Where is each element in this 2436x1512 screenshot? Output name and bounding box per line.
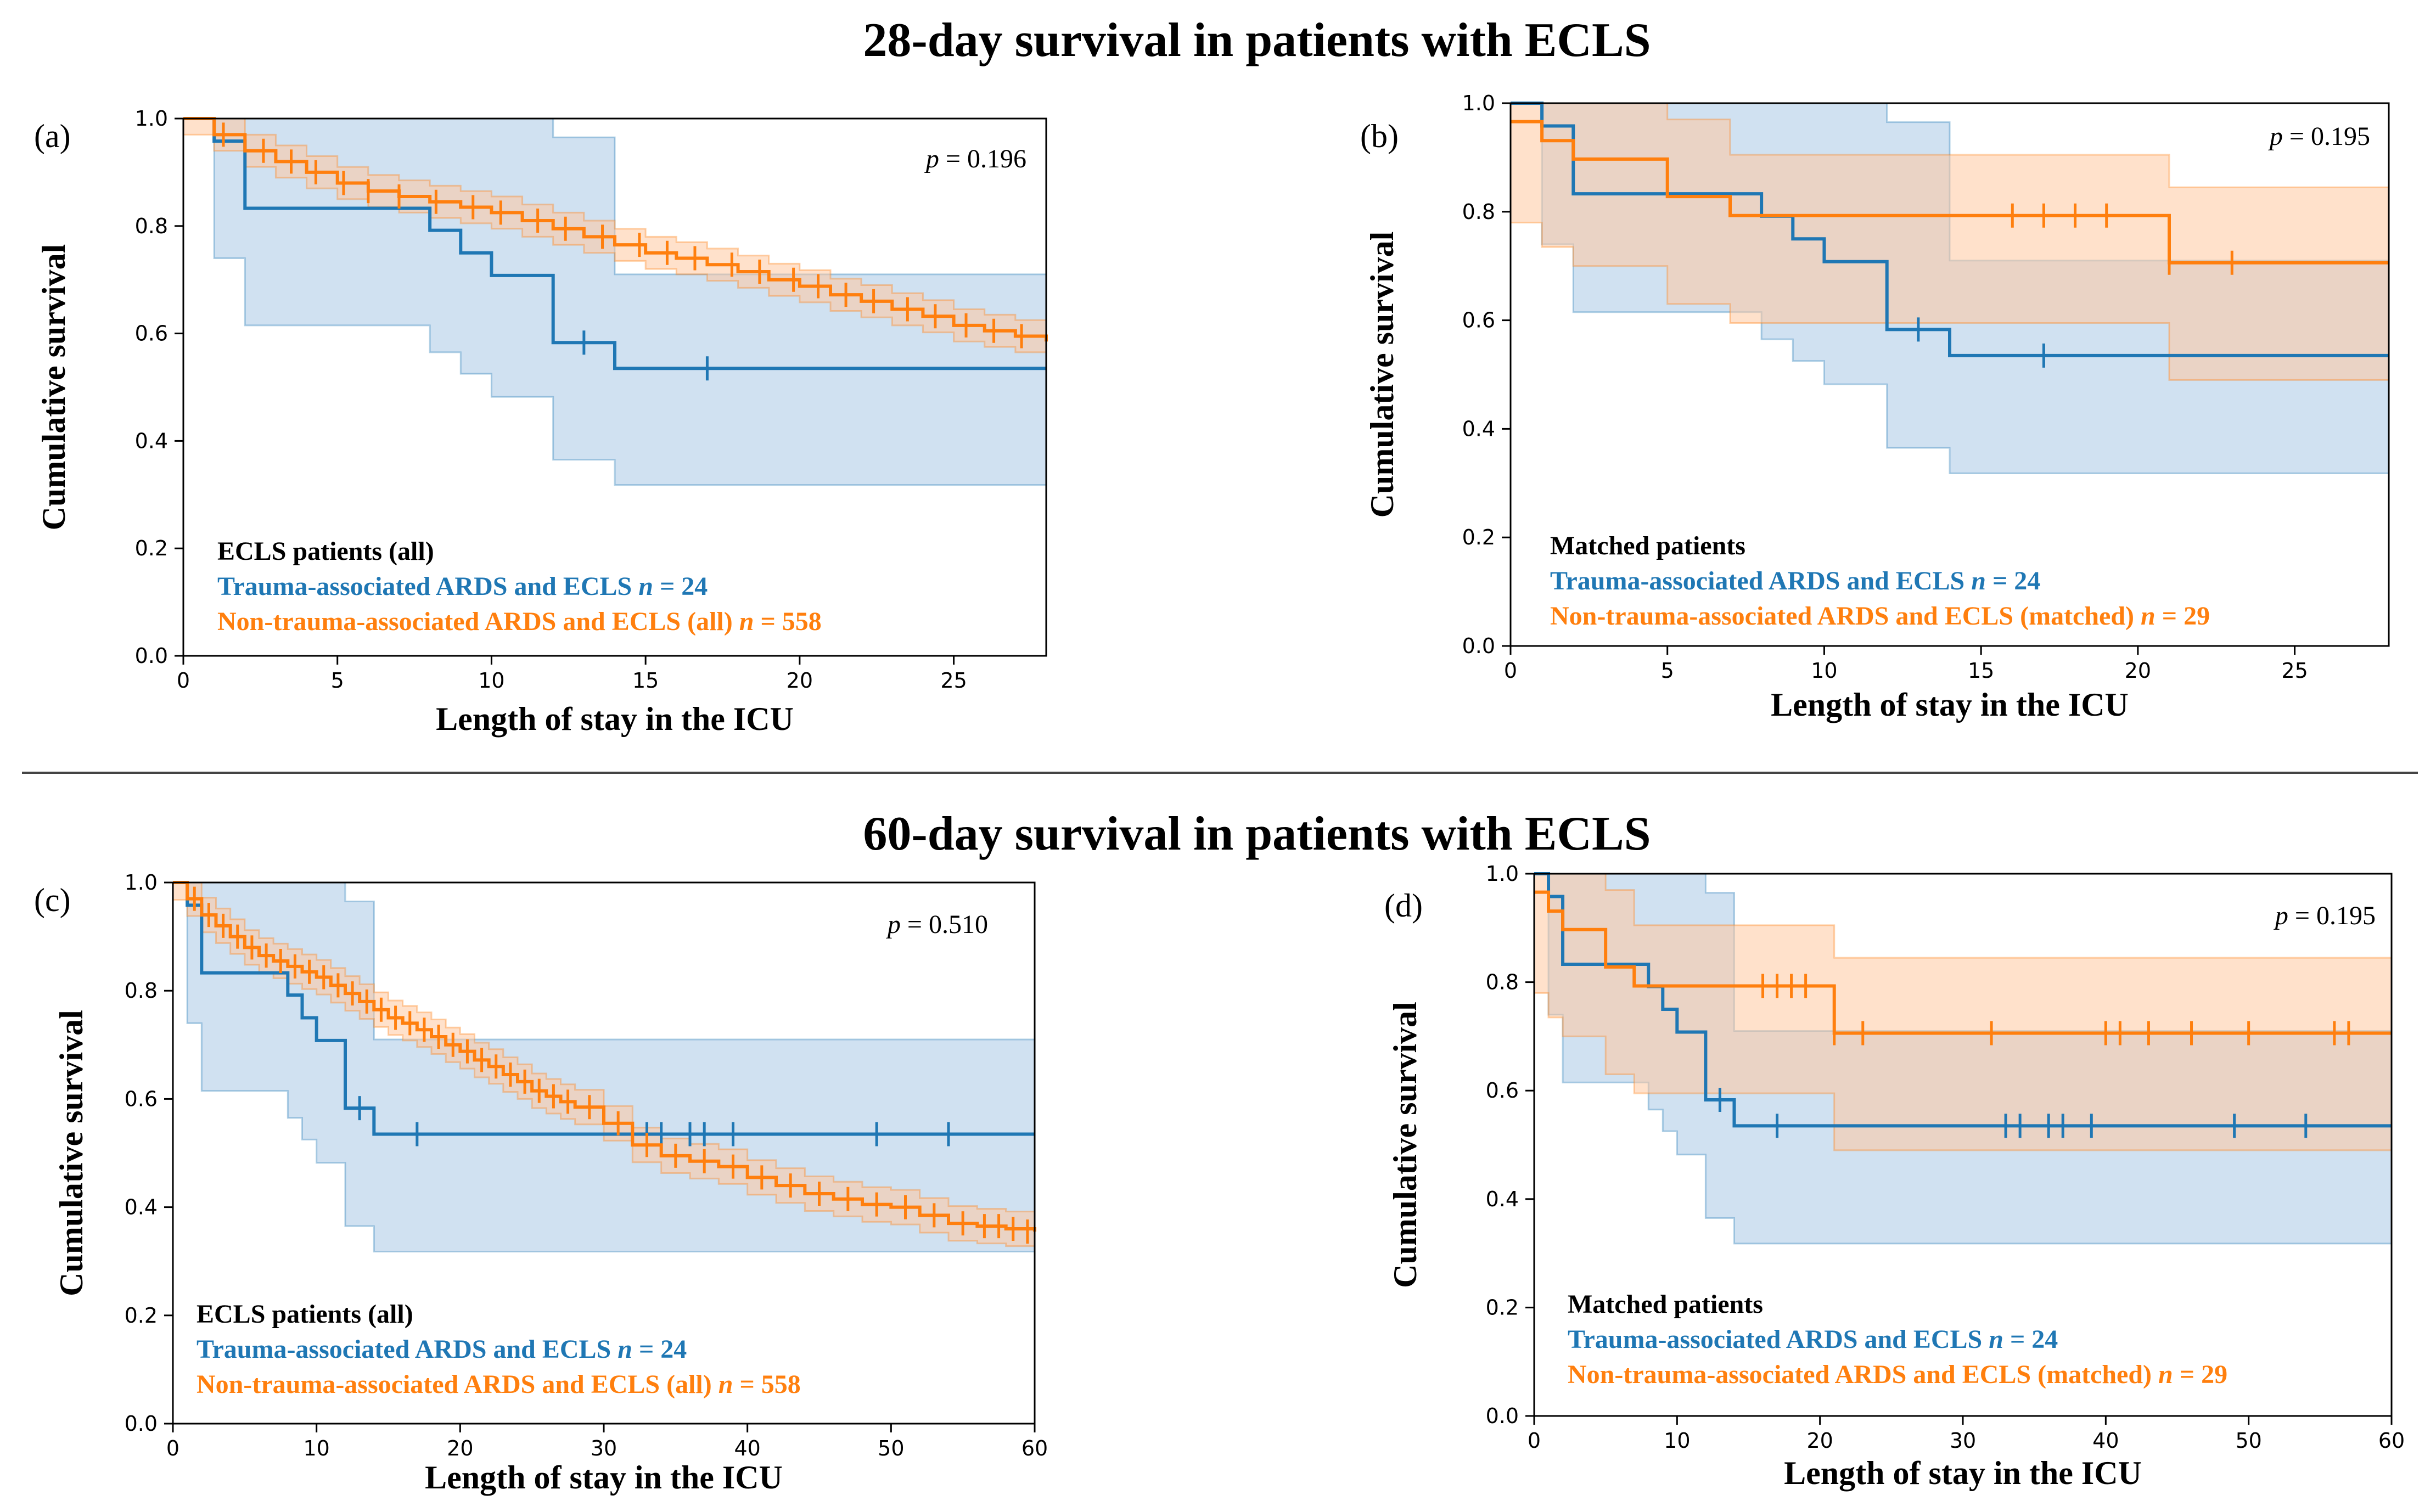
p-value-annotation: p = 0.195 xyxy=(2274,901,2376,930)
y-tick-label: 0.6 xyxy=(125,1087,158,1111)
y-tick-label: 0.2 xyxy=(125,1303,158,1328)
panel-b: 0 5 10 15 20 25 0.0 0.2 0.4 0.6 0.8 1.0 Length of st… xyxy=(1360,91,2390,723)
non-trauma-legend-entry: Non-trauma-associated ARDS and ECLS (all… xyxy=(197,1370,801,1399)
x-tick-label: 20 xyxy=(1806,1429,1833,1453)
x-tick-label: 50 xyxy=(2235,1429,2261,1453)
x-tick-label: 30 xyxy=(1950,1429,1976,1453)
y-tick-label: 0.0 xyxy=(135,644,168,668)
x-tick-label: 20 xyxy=(2125,659,2151,683)
x-tick-label: 10 xyxy=(1811,659,1837,683)
y-tick-label: 0.2 xyxy=(1462,525,1495,549)
y-tick-label: 0.2 xyxy=(1486,1295,1519,1319)
panel-letter: (c) xyxy=(34,882,71,918)
y-tick-label: 0.4 xyxy=(135,429,168,453)
y-tick-label: 0.4 xyxy=(1462,417,1495,441)
y-tick-label: 0.8 xyxy=(1486,970,1519,994)
y-axis-title: Cumulative survival xyxy=(53,1010,89,1296)
non-trauma-survival-line xyxy=(1511,120,2389,265)
y-tick-label: 0.4 xyxy=(125,1195,158,1219)
y-tick-label: 0.6 xyxy=(1462,308,1495,333)
figure-title-60-day: 60-day survival in patients with ECLS xyxy=(863,807,1651,861)
non-trauma-confidence-band xyxy=(1509,102,2390,381)
y-tick-label: 1.0 xyxy=(1462,91,1495,115)
x-tick-label: 0 xyxy=(166,1436,179,1460)
x-tick-label: 10 xyxy=(478,668,504,693)
trauma-legend-entry: Trauma-associated ARDS and ECLS n = 24 xyxy=(197,1335,687,1364)
x-axis-title: Length of stay in the ICU xyxy=(425,1459,783,1496)
trauma-confidence-band xyxy=(173,881,1036,1252)
x-axis-title: Length of stay in the ICU xyxy=(436,701,794,737)
legend-title: ECLS patients (all) xyxy=(217,537,434,566)
y-tick-label: 0.6 xyxy=(1486,1078,1519,1103)
x-tick-label: 60 xyxy=(2378,1429,2405,1453)
y-tick-label: 1.0 xyxy=(1486,862,1519,886)
y-tick-label: 0.0 xyxy=(1486,1404,1519,1428)
legend-title: ECLS patients (all) xyxy=(197,1300,413,1329)
x-tick-label: 20 xyxy=(787,668,813,693)
y-tick-label: 0.2 xyxy=(135,536,168,560)
x-tick-label: 25 xyxy=(2281,659,2308,683)
x-tick-label: 5 xyxy=(1661,659,1674,683)
non-trauma-survival-line xyxy=(173,881,1036,1232)
non-trauma-confidence-band xyxy=(1533,873,2393,1151)
x-tick-label: 10 xyxy=(303,1436,329,1460)
panel-letter: (a) xyxy=(34,118,71,154)
y-tick-label: 1.0 xyxy=(125,870,158,895)
panel-letter: (b) xyxy=(1360,118,1399,154)
x-tick-label: 15 xyxy=(632,668,659,693)
x-tick-label: 5 xyxy=(331,668,344,693)
x-tick-label: 10 xyxy=(1664,1429,1690,1453)
p-value-annotation: p = 0.195 xyxy=(2268,122,2370,151)
x-tick-label: 0 xyxy=(1528,1429,1541,1453)
plot-frame xyxy=(182,117,1047,657)
legend-title: Matched patients xyxy=(1550,531,1745,560)
y-tick-label: 0.4 xyxy=(1486,1187,1519,1211)
legend-title: Matched patients xyxy=(1568,1290,1763,1319)
x-tick-label: 0 xyxy=(177,668,190,693)
x-tick-label: 0 xyxy=(1504,659,1517,683)
x-tick-label: 20 xyxy=(447,1436,473,1460)
y-tick-label: 0.8 xyxy=(135,214,168,238)
y-tick-label: 0.8 xyxy=(125,979,158,1003)
trauma-legend-entry: Trauma-associated ARDS and ECLS n = 24 xyxy=(1568,1325,2058,1354)
non-trauma-survival-line xyxy=(183,117,1048,342)
non-trauma-legend-entry: Non-trauma-associated ARDS and ECLS (mat… xyxy=(1568,1360,2227,1389)
plot-frame xyxy=(1509,102,2390,647)
p-value-annotation: p = 0.510 xyxy=(886,910,988,939)
x-tick-label: 60 xyxy=(1021,1436,1048,1460)
y-axis-title: Cumulative survival xyxy=(1387,1002,1423,1288)
panel-c: 0 10 20 30 40 50 60 0.0 0.2 0.4 0.6 0.8 1.0 Length of… xyxy=(34,870,1048,1496)
y-tick-label: 0.6 xyxy=(135,322,168,346)
non-trauma-legend-entry: Non-trauma-associated ARDS and ECLS (all… xyxy=(217,607,822,636)
y-tick-label: 0.8 xyxy=(1462,200,1495,224)
x-tick-label: 30 xyxy=(591,1436,617,1460)
x-tick-label: 50 xyxy=(878,1436,904,1460)
x-tick-label: 40 xyxy=(734,1436,760,1460)
y-axis-title: Cumulative survival xyxy=(36,244,72,531)
non-trauma-survival-line xyxy=(1534,890,2392,1035)
x-axis-title: Length of stay in the ICU xyxy=(1771,687,2129,723)
x-tick-label: 40 xyxy=(2092,1429,2119,1453)
trauma-legend-entry: Trauma-associated ARDS and ECLS n = 24 xyxy=(217,572,708,601)
figure-title-28-day: 28-day survival in patients with ECLS xyxy=(863,14,1651,67)
y-tick-label: 1.0 xyxy=(135,106,168,131)
panel-a: 0 5 10 15 20 25 0.0 0.2 0.4 0.6 0.8 1.0 Length of st… xyxy=(34,106,1048,737)
x-tick-label: 15 xyxy=(1968,659,1994,683)
y-axis-title: Cumulative survival xyxy=(1364,232,1400,518)
p-value-annotation: p = 0.196 xyxy=(924,144,1026,173)
y-tick-label: 0.0 xyxy=(1462,634,1495,658)
x-axis-title: Length of stay in the ICU xyxy=(1784,1455,2142,1491)
x-tick-label: 25 xyxy=(940,668,967,693)
y-tick-label: 0.0 xyxy=(125,1412,158,1436)
trauma-legend-entry: Trauma-associated ARDS and ECLS n = 24 xyxy=(1550,566,2040,595)
non-trauma-legend-entry: Non-trauma-associated ARDS and ECLS (mat… xyxy=(1550,602,2210,631)
panel-d: 0 10 20 30 40 50 60 0.0 0.2 0.4 0.6 0.8 1.0 Length of… xyxy=(1384,862,2405,1491)
panel-letter: (d) xyxy=(1384,887,1423,924)
